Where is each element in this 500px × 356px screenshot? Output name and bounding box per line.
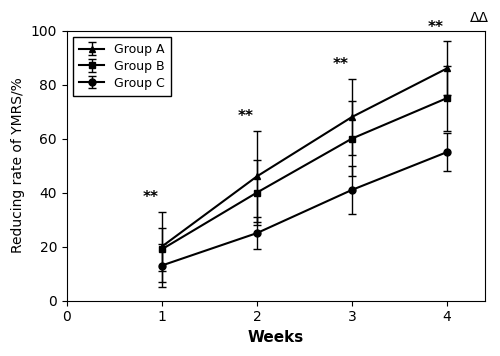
X-axis label: Weeks: Weeks [248,330,304,345]
Text: **: ** [332,57,348,73]
Text: **: ** [142,190,158,205]
Legend: Group A, Group B, Group C: Group A, Group B, Group C [73,37,172,96]
Text: ΔΔ: ΔΔ [470,11,489,25]
Text: **: ** [428,20,444,35]
Y-axis label: Reducing rate of YMRS/%: Reducing rate of YMRS/% [11,78,25,253]
Text: **: ** [238,109,254,124]
